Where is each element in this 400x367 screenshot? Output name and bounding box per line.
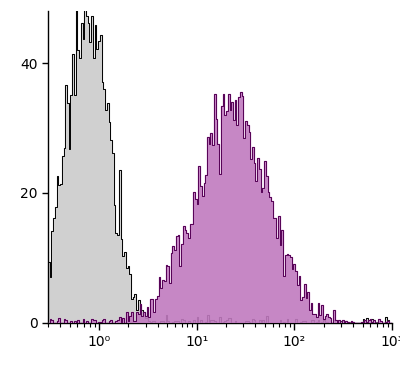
Polygon shape — [48, 0, 392, 323]
Polygon shape — [48, 92, 392, 323]
